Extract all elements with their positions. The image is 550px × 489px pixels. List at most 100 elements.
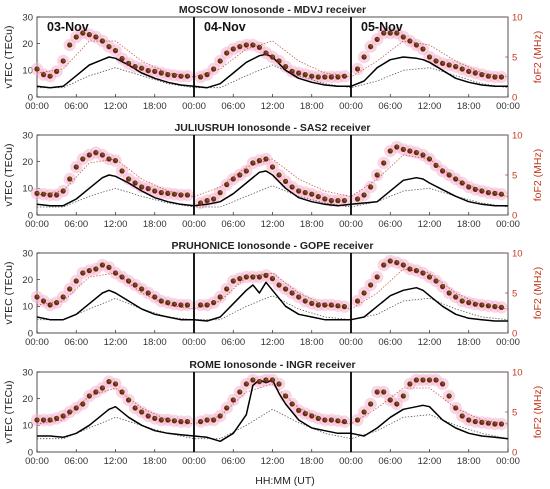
foF2-point-core xyxy=(101,153,105,156)
foF2-point-core xyxy=(415,43,419,46)
panel-title: PRUHONICE Ionosonde - GOPE receiver xyxy=(172,240,374,252)
x-tick-label: 12:00 xyxy=(418,219,442,230)
foF2-point-core xyxy=(409,382,412,385)
foF2-point-core xyxy=(75,279,79,282)
foF2-point-core xyxy=(140,410,144,413)
foF2-point-core xyxy=(206,198,209,202)
foF2-point-core xyxy=(36,418,39,421)
x-tick-label: 00:00 xyxy=(25,101,49,112)
foF2-point-core xyxy=(147,68,151,72)
right-tick-label: 10 xyxy=(512,12,523,23)
foF2-point-core xyxy=(252,43,255,46)
vTEC-model-line xyxy=(37,64,509,89)
x-tick-label: 18:00 xyxy=(457,456,481,467)
right-tick-label: 10 xyxy=(512,367,523,378)
x-tick-label: 06:00 xyxy=(64,456,88,467)
x-tick-label: 18:00 xyxy=(143,456,167,467)
foF2-point-core xyxy=(101,386,105,389)
foF2-point-core xyxy=(383,31,386,34)
foF2-point-core xyxy=(454,295,458,298)
foF2-point-core xyxy=(494,75,497,78)
foF2-point-core xyxy=(500,422,504,425)
foF2-point-core xyxy=(108,44,111,48)
foF2-point-core xyxy=(186,419,190,423)
foF2-point-core xyxy=(154,189,157,192)
foF2-point-core xyxy=(186,74,190,77)
foF2-point-core xyxy=(134,64,138,68)
foF2-point-core xyxy=(232,279,236,282)
foF2-point-core xyxy=(435,279,438,282)
foF2-point-core xyxy=(114,382,118,385)
foF2-point-core xyxy=(252,378,255,381)
foF2-point-core xyxy=(199,303,203,306)
x-tick-label: 00:00 xyxy=(496,456,520,467)
vTEC-model-line xyxy=(37,185,509,208)
foF2-point-core xyxy=(173,73,177,77)
x-tick-label: 18:00 xyxy=(300,337,324,348)
foF2-point-core xyxy=(239,390,242,393)
foF2-point-core xyxy=(343,74,347,77)
x-tick-label: 00:00 xyxy=(496,219,520,230)
foF2-point-core xyxy=(311,414,314,417)
foF2-point-core xyxy=(206,72,209,76)
foF2-point-core xyxy=(422,47,425,50)
x-tick-label: 06:00 xyxy=(221,101,245,112)
left-axis-label: vTEC (TECu) xyxy=(3,262,15,325)
foF2-point-core xyxy=(49,74,52,77)
foF2-point-core xyxy=(55,300,59,304)
foF2-point-core xyxy=(271,378,275,381)
left-tick-label: 20 xyxy=(22,157,33,168)
foF2-point-core xyxy=(435,59,438,62)
foF2-point-core xyxy=(317,75,321,78)
foF2-point-core xyxy=(376,173,380,176)
vTEC-observed-line xyxy=(37,379,509,443)
foF2-point-core xyxy=(121,169,124,172)
right-tick-label: 5 xyxy=(512,170,517,181)
x-tick-label: 00:00 xyxy=(339,219,363,230)
foF2-point-core xyxy=(252,161,255,164)
foF2-point-core xyxy=(468,69,471,73)
foF2-point-core xyxy=(271,276,275,280)
foF2-point-core xyxy=(88,153,92,156)
vTEC-observed-line xyxy=(36,281,508,322)
foF2-point-core xyxy=(252,275,255,278)
foF2-point-core xyxy=(356,197,360,200)
x-tick-label: 06:00 xyxy=(221,456,245,467)
foF2-point-core xyxy=(49,303,52,306)
foF2-point-core xyxy=(154,295,157,298)
left-axis-label: vTEC (TECu) xyxy=(3,26,15,89)
foF2-point-core xyxy=(212,67,216,70)
x-tick-label: 00:00 xyxy=(339,101,363,112)
foF2-point-core xyxy=(396,145,399,148)
foF2-point-core xyxy=(383,161,386,164)
foF2-point-core xyxy=(127,279,131,282)
x-tick-label: 00:00 xyxy=(339,456,363,467)
x-tick-label: 00:00 xyxy=(182,101,206,112)
foF2-point-core xyxy=(297,295,301,298)
x-tick-label: 06:00 xyxy=(64,101,88,112)
foF2-point-core xyxy=(389,149,393,152)
x-tick-label: 00:00 xyxy=(182,219,206,230)
foF2-point-core xyxy=(82,402,85,405)
foF2-point-core xyxy=(95,267,98,270)
foF2-point-core xyxy=(147,414,151,417)
foF2-point-core xyxy=(324,197,327,200)
foF2-point-core xyxy=(219,59,223,62)
foF2-point-core xyxy=(160,71,164,74)
foF2-point-core xyxy=(134,181,138,184)
foF2-point-core xyxy=(69,177,72,180)
foF2-point-core xyxy=(396,31,399,34)
foF2-point-core xyxy=(36,191,39,195)
foF2-point-core xyxy=(409,267,412,270)
foF2-point-core xyxy=(219,190,223,194)
foF2-point-core xyxy=(49,193,52,196)
panels-group: MOSCOW Ionosonde - MDVJ receiver vTEC (TE… xyxy=(3,4,544,467)
foF2-point-core xyxy=(461,67,465,70)
foF2-point-core xyxy=(180,74,183,77)
foF2-point-core xyxy=(428,157,432,160)
left-tick-label: 10 xyxy=(22,421,33,432)
foF2-point-core xyxy=(291,402,295,405)
foF2-point-core xyxy=(173,418,177,422)
x-tick-label: 06:00 xyxy=(64,219,88,230)
foF2-point-core xyxy=(226,287,229,290)
